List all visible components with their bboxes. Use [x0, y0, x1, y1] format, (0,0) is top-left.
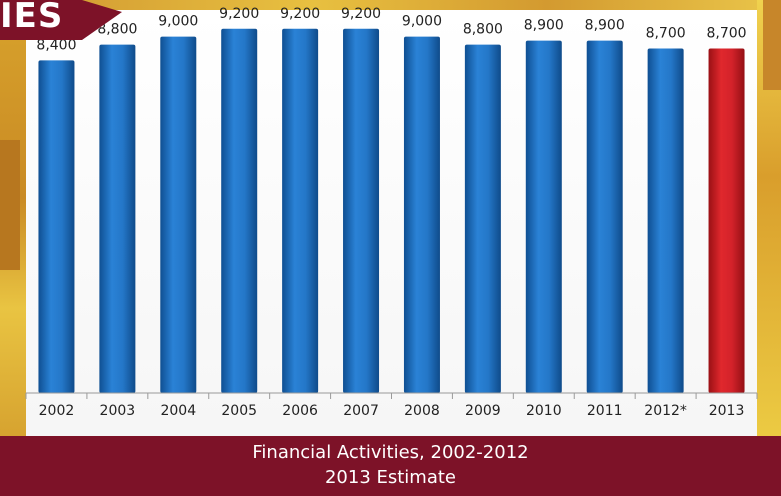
x-tick-label-2013: 2013 — [709, 403, 745, 419]
footer-caption: Financial Activities, 2002-2012 2013 Est… — [0, 436, 781, 496]
bar-2013 — [708, 48, 745, 393]
x-tick-label-2010: 2010 — [526, 403, 562, 419]
bar-2011 — [586, 40, 623, 393]
value-label-2004: 9,000 — [158, 14, 198, 30]
bar-2012-est — [647, 48, 684, 393]
bar-2005 — [221, 28, 258, 394]
bar-2009 — [464, 44, 501, 394]
value-label-2013: 8,700 — [706, 26, 746, 42]
chart-panel — [26, 10, 757, 436]
bar-2010 — [525, 40, 562, 393]
x-tick-label-2011: 2011 — [587, 403, 623, 419]
value-label-2011: 8,900 — [585, 18, 625, 34]
bar-chart: 8,400 8,800 9,000 9,200 9,200 9,200 9,000 8,800… — [25, 6, 758, 419]
value-label-2006: 9,200 — [280, 6, 320, 22]
value-label-2007: 9,200 — [341, 6, 381, 22]
x-tick-label-2004: 2004 — [160, 403, 196, 419]
bar-2007 — [343, 28, 380, 394]
x-tick-label-2006: 2006 — [282, 403, 318, 419]
bar-2006 — [282, 28, 319, 394]
bar-2003 — [99, 44, 136, 394]
background-left-frame — [0, 0, 26, 440]
caption-line-1: Financial Activities, 2002-2012 — [252, 442, 529, 463]
value-label-2010: 8,900 — [524, 18, 564, 34]
bar-2004 — [160, 36, 197, 394]
bar-2002 — [38, 60, 75, 394]
value-label-2012-est: 8,700 — [646, 26, 686, 42]
caption-line-2: 2013 Estimate — [324, 467, 457, 488]
section-banner — [0, 0, 122, 40]
x-tick-label-2012-est: 2012* — [644, 403, 687, 419]
background-right-frame — [757, 0, 781, 440]
value-label-2009: 8,800 — [463, 22, 503, 38]
x-tick-label-2007: 2007 — [343, 403, 379, 419]
value-label-2003: 8,800 — [97, 22, 137, 38]
bar-2008 — [403, 36, 440, 394]
x-tick-label-2008: 2008 — [404, 403, 440, 419]
x-tick-label-2005: 2005 — [221, 403, 257, 419]
x-tick-label-2009: 2009 — [465, 403, 501, 419]
x-tick-label-2002: 2002 — [39, 403, 75, 419]
x-tick-label-2003: 2003 — [100, 403, 136, 419]
value-label-2005: 9,200 — [219, 6, 259, 22]
value-label-2008: 9,000 — [402, 14, 442, 30]
value-label-2002: 8,400 — [36, 37, 76, 53]
banner-text: IES — [0, 0, 64, 36]
